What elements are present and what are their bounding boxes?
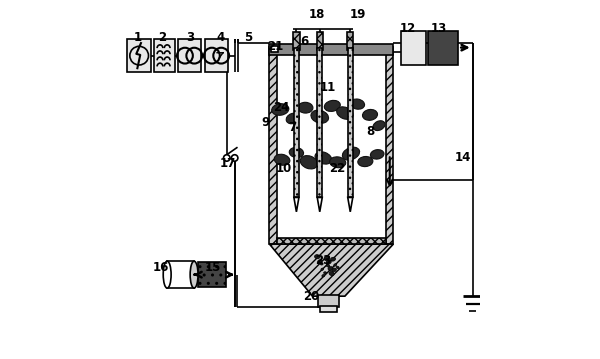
Bar: [386, 47, 394, 244]
Text: 23: 23: [315, 254, 331, 267]
Text: 12: 12: [400, 22, 416, 35]
Bar: [348, 48, 353, 197]
Bar: [347, 32, 353, 50]
Text: 14: 14: [455, 151, 472, 164]
Ellipse shape: [323, 272, 326, 274]
Ellipse shape: [314, 255, 320, 259]
Text: 15: 15: [205, 261, 221, 274]
Ellipse shape: [289, 148, 304, 158]
Ellipse shape: [315, 152, 332, 164]
Text: 11: 11: [320, 81, 336, 94]
Text: 19: 19: [349, 8, 365, 21]
Ellipse shape: [320, 263, 323, 265]
Ellipse shape: [321, 268, 323, 270]
Ellipse shape: [373, 121, 385, 131]
Polygon shape: [269, 244, 394, 296]
Ellipse shape: [336, 266, 339, 269]
Bar: [277, 47, 386, 244]
Text: 22: 22: [329, 162, 346, 175]
Polygon shape: [317, 197, 322, 212]
Ellipse shape: [326, 264, 330, 267]
Ellipse shape: [334, 264, 337, 266]
Text: 7: 7: [288, 121, 296, 134]
Ellipse shape: [329, 157, 346, 168]
Ellipse shape: [362, 109, 377, 120]
Text: 16: 16: [152, 261, 169, 274]
Bar: [205, 39, 228, 72]
Polygon shape: [294, 197, 299, 212]
Ellipse shape: [298, 102, 313, 113]
Text: 10: 10: [276, 162, 292, 175]
Bar: [294, 48, 299, 197]
Ellipse shape: [331, 257, 335, 261]
Ellipse shape: [329, 271, 334, 276]
Ellipse shape: [328, 267, 333, 270]
Text: 21: 21: [267, 40, 283, 53]
Bar: [269, 47, 277, 244]
Bar: [428, 31, 458, 65]
Ellipse shape: [317, 260, 322, 263]
Bar: [178, 39, 201, 72]
Text: 6: 6: [300, 35, 308, 48]
Bar: [317, 48, 322, 197]
Text: 5: 5: [244, 31, 252, 44]
Text: 9: 9: [262, 116, 270, 129]
Ellipse shape: [163, 261, 171, 288]
Text: 8: 8: [366, 125, 374, 137]
Text: 1: 1: [134, 31, 142, 44]
Text: 18: 18: [309, 8, 325, 21]
Polygon shape: [348, 197, 353, 212]
Bar: [320, 306, 337, 312]
Bar: [401, 31, 427, 65]
Ellipse shape: [322, 275, 325, 277]
Ellipse shape: [286, 113, 299, 124]
Ellipse shape: [343, 147, 359, 160]
Ellipse shape: [190, 261, 198, 288]
Circle shape: [232, 155, 238, 161]
Ellipse shape: [300, 155, 317, 169]
Text: 3: 3: [187, 31, 194, 44]
Ellipse shape: [272, 104, 289, 115]
Bar: [154, 39, 175, 72]
Text: 2: 2: [158, 31, 166, 44]
Bar: [293, 32, 299, 50]
Ellipse shape: [358, 157, 373, 167]
Bar: [318, 295, 340, 307]
Bar: [167, 261, 194, 288]
Ellipse shape: [337, 107, 353, 119]
Ellipse shape: [311, 110, 329, 123]
Text: 17: 17: [220, 157, 236, 170]
Ellipse shape: [370, 150, 384, 159]
Ellipse shape: [332, 268, 337, 272]
Ellipse shape: [324, 256, 330, 261]
Polygon shape: [277, 244, 386, 296]
Ellipse shape: [274, 154, 290, 165]
Text: 4: 4: [216, 31, 224, 44]
Bar: [197, 262, 226, 287]
Text: 20: 20: [302, 290, 319, 303]
Bar: [277, 238, 386, 244]
Text: 24: 24: [273, 101, 290, 114]
Circle shape: [224, 155, 230, 161]
Ellipse shape: [326, 260, 331, 264]
Bar: [271, 46, 278, 52]
Bar: [269, 44, 394, 55]
Ellipse shape: [325, 101, 340, 111]
Text: 13: 13: [431, 22, 448, 35]
Ellipse shape: [350, 99, 365, 109]
Bar: [127, 39, 151, 72]
Bar: [317, 32, 323, 50]
